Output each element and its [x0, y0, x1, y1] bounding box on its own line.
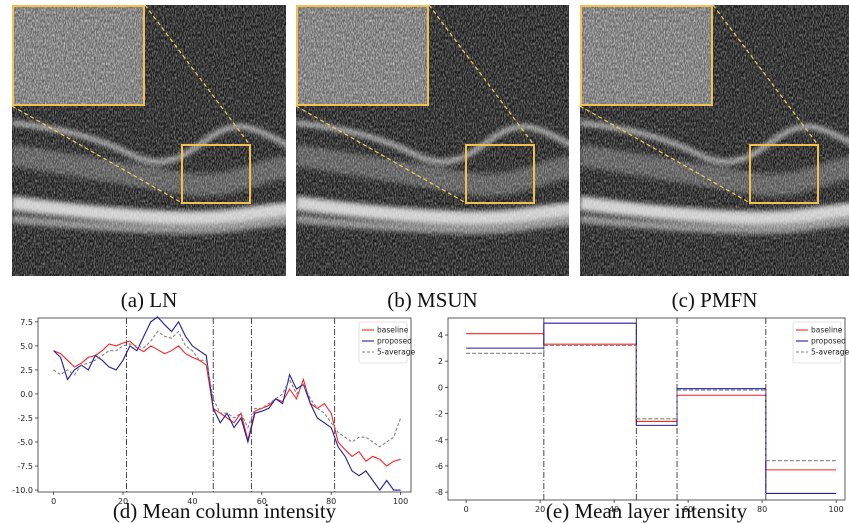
- y-tick-label: 7.5: [20, 318, 33, 327]
- y-tick-label: 2.5: [20, 366, 33, 375]
- legend-label: 5-average: [377, 348, 416, 357]
- oct-image: [296, 5, 576, 276]
- legend-label: 5-average: [811, 348, 849, 357]
- page: (a) LN(b) MSUN(c) PMFN0204060801007.55.0…: [0, 0, 849, 523]
- y-tick-label: -5.0: [17, 438, 33, 447]
- plot-frame: [38, 318, 411, 492]
- y-tick-label: -8: [435, 488, 443, 497]
- plot-frame: [448, 318, 845, 500]
- y-tick-label: 0.0: [20, 390, 33, 399]
- caption: (c) PMFN: [672, 288, 758, 312]
- x-tick-label: 100: [828, 505, 843, 514]
- caption: (d) Mean column intensity: [113, 499, 337, 523]
- x-tick-label: 0: [464, 505, 469, 514]
- inset-noise: [580, 5, 713, 106]
- y-tick-label: -4: [435, 436, 443, 445]
- inset-noise: [12, 5, 145, 106]
- y-tick-label: 0: [438, 383, 443, 392]
- y-tick-label: -7.5: [17, 462, 33, 471]
- caption: (e) Mean layer intensity: [546, 499, 748, 523]
- x-tick-label: 100: [393, 497, 408, 506]
- oct-image: [580, 5, 849, 276]
- legend-label: proposed: [377, 337, 412, 346]
- y-tick-label: -2: [435, 410, 443, 419]
- y-tick-label: 5.0: [20, 342, 33, 351]
- legend-label: baseline: [377, 326, 409, 335]
- inset-noise: [296, 5, 429, 106]
- x-tick-label: 0: [51, 497, 56, 506]
- legend-label: proposed: [811, 337, 846, 346]
- caption: (b) MSUN: [387, 288, 477, 312]
- x-tick-label: 20: [535, 505, 545, 514]
- oct-image: [12, 5, 292, 276]
- x-tick-label: 80: [757, 505, 767, 514]
- y-tick-label: -2.5: [17, 414, 33, 423]
- y-tick-label: 2: [438, 357, 443, 366]
- y-tick-label: -10.0: [12, 486, 33, 495]
- figure: (a) LN(b) MSUN(c) PMFN0204060801007.55.0…: [0, 0, 849, 523]
- y-tick-label: -6: [435, 462, 443, 471]
- y-tick-label: 4: [438, 331, 443, 340]
- legend-label: baseline: [811, 326, 843, 335]
- caption: (a) LN: [121, 288, 178, 312]
